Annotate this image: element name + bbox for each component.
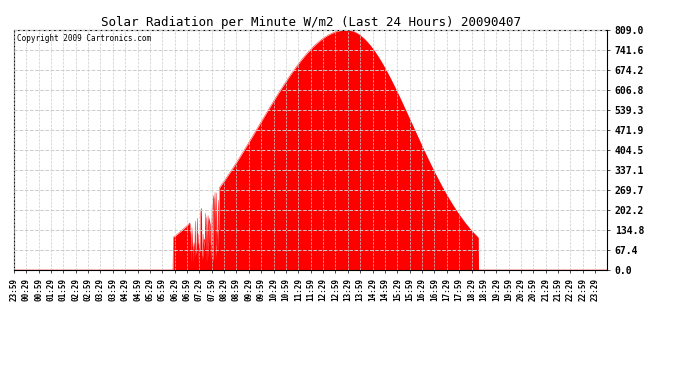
Title: Solar Radiation per Minute W/m2 (Last 24 Hours) 20090407: Solar Radiation per Minute W/m2 (Last 24… bbox=[101, 16, 520, 29]
Text: Copyright 2009 Cartronics.com: Copyright 2009 Cartronics.com bbox=[17, 34, 151, 43]
